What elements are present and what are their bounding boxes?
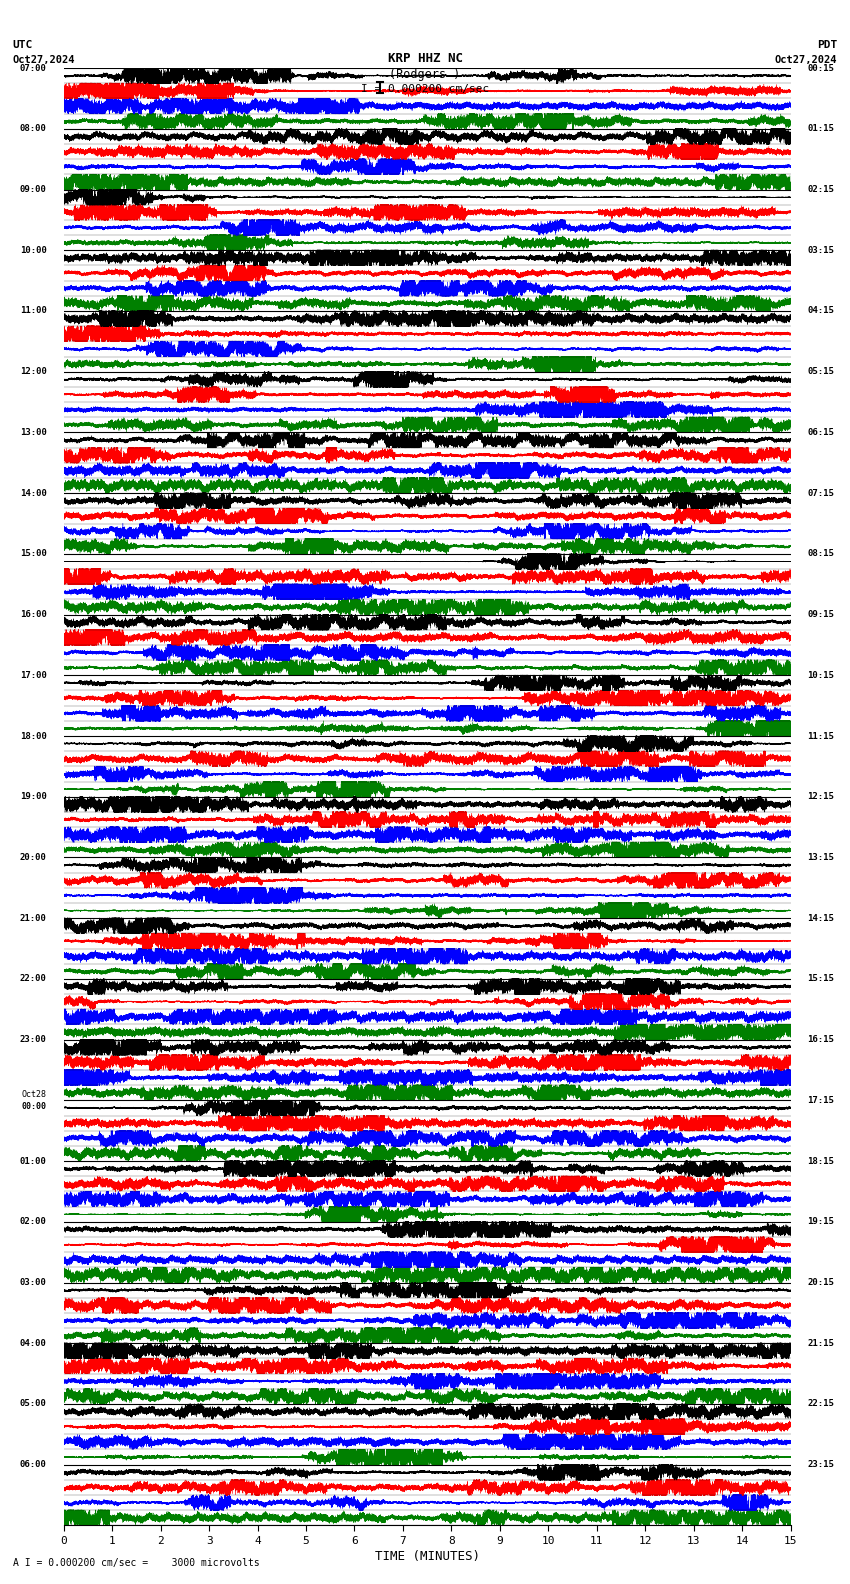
Text: 19:00: 19:00 xyxy=(20,792,47,802)
Text: Oct27,2024: Oct27,2024 xyxy=(774,55,837,65)
Text: 09:15: 09:15 xyxy=(808,610,835,619)
Text: 16:15: 16:15 xyxy=(808,1034,835,1044)
Text: 19:15: 19:15 xyxy=(808,1217,835,1226)
Text: 04:15: 04:15 xyxy=(808,306,835,315)
Text: 22:00: 22:00 xyxy=(20,974,47,984)
Text: 01:00: 01:00 xyxy=(20,1156,47,1166)
Text: 10:15: 10:15 xyxy=(808,670,835,680)
X-axis label: TIME (MINUTES): TIME (MINUTES) xyxy=(375,1551,479,1563)
Text: 02:00: 02:00 xyxy=(20,1217,47,1226)
Text: 03:00: 03:00 xyxy=(20,1278,47,1288)
Text: 07:15: 07:15 xyxy=(808,488,835,497)
Text: A I = 0.000200 cm/sec =    3000 microvolts: A I = 0.000200 cm/sec = 3000 microvolts xyxy=(13,1559,259,1568)
Text: 11:00: 11:00 xyxy=(20,306,47,315)
Text: 03:15: 03:15 xyxy=(808,246,835,255)
Text: 08:00: 08:00 xyxy=(20,124,47,133)
Text: 12:00: 12:00 xyxy=(20,367,47,377)
Text: 04:00: 04:00 xyxy=(20,1338,47,1348)
Text: 01:15: 01:15 xyxy=(808,124,835,133)
Text: 17:15: 17:15 xyxy=(808,1096,835,1106)
Text: KRP HHZ NC: KRP HHZ NC xyxy=(388,52,462,65)
Text: (Rodgers ): (Rodgers ) xyxy=(389,68,461,81)
Text: 20:15: 20:15 xyxy=(808,1278,835,1288)
Text: 23:15: 23:15 xyxy=(808,1460,835,1470)
Text: 15:00: 15:00 xyxy=(20,550,47,559)
Text: 18:15: 18:15 xyxy=(808,1156,835,1166)
Text: 15:15: 15:15 xyxy=(808,974,835,984)
Text: I = 0.000200 cm/sec: I = 0.000200 cm/sec xyxy=(361,84,489,93)
Text: 10:00: 10:00 xyxy=(20,246,47,255)
Text: 00:15: 00:15 xyxy=(808,63,835,73)
Text: 14:15: 14:15 xyxy=(808,914,835,923)
Text: 22:15: 22:15 xyxy=(808,1399,835,1408)
Text: 11:15: 11:15 xyxy=(808,732,835,741)
Text: PDT: PDT xyxy=(817,40,837,49)
Text: 18:00: 18:00 xyxy=(20,732,47,741)
Text: 16:00: 16:00 xyxy=(20,610,47,619)
Text: 08:15: 08:15 xyxy=(808,550,835,559)
Text: 06:00: 06:00 xyxy=(20,1460,47,1470)
Text: 14:00: 14:00 xyxy=(20,488,47,497)
Text: 02:15: 02:15 xyxy=(808,185,835,195)
Text: 20:00: 20:00 xyxy=(20,852,47,862)
Text: 05:00: 05:00 xyxy=(20,1399,47,1408)
Text: 05:15: 05:15 xyxy=(808,367,835,377)
Text: 06:15: 06:15 xyxy=(808,428,835,437)
Text: 21:15: 21:15 xyxy=(808,1338,835,1348)
Text: 13:15: 13:15 xyxy=(808,852,835,862)
Text: Oct28: Oct28 xyxy=(22,1090,47,1099)
Text: UTC: UTC xyxy=(13,40,33,49)
Text: 12:15: 12:15 xyxy=(808,792,835,802)
Text: 07:00: 07:00 xyxy=(20,63,47,73)
Text: 00:00: 00:00 xyxy=(22,1101,47,1110)
Text: 17:00: 17:00 xyxy=(20,670,47,680)
Text: 21:00: 21:00 xyxy=(20,914,47,923)
Text: 13:00: 13:00 xyxy=(20,428,47,437)
Text: Oct27,2024: Oct27,2024 xyxy=(13,55,76,65)
Text: 23:00: 23:00 xyxy=(20,1034,47,1044)
Text: 09:00: 09:00 xyxy=(20,185,47,195)
